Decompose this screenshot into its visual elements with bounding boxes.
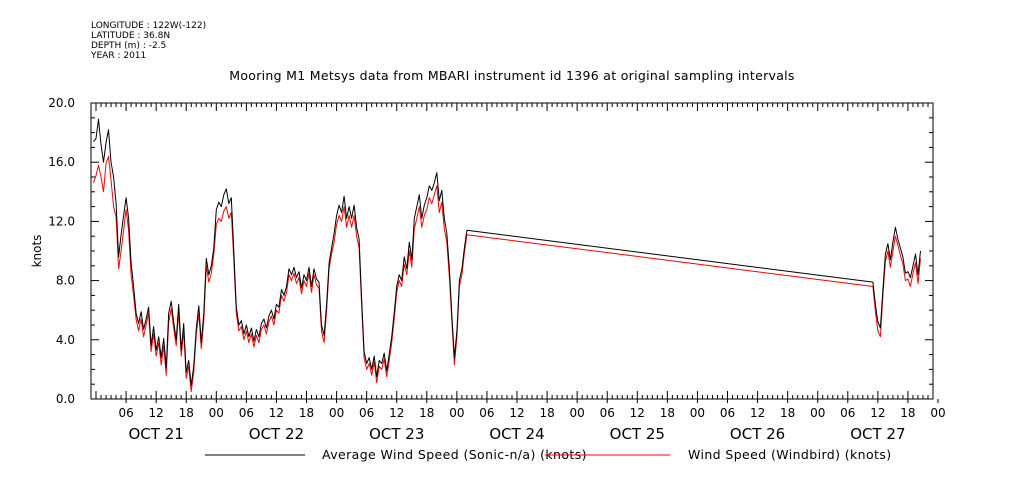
day-label: OCT 21	[128, 425, 183, 443]
legend-label-1: Wind Speed (Windbird) (knots)	[688, 447, 892, 462]
day-label: OCT 26	[730, 425, 785, 443]
x-tick-label: 18	[539, 406, 554, 420]
x-tick-label: 18	[419, 406, 434, 420]
x-tick-label: 12	[750, 406, 765, 420]
depth-label: DEPTH (m) : -2.5	[91, 41, 167, 51]
x-tick-label: 06	[479, 406, 494, 420]
x-tick-label: 00	[570, 406, 585, 420]
legend: Average Wind Speed (Sonic-n/a) (knots) Wi…	[205, 447, 892, 462]
day-label: OCT 22	[249, 425, 304, 443]
series-group	[93, 118, 921, 393]
plot-frame	[90, 102, 934, 400]
longitude-label: LONGITUDE : 122W(-122)	[91, 21, 207, 31]
x-tick-label: 18	[660, 406, 675, 420]
day-label: OCT 27	[850, 425, 905, 443]
day-label: OCT 24	[489, 425, 544, 443]
series-line-1	[93, 155, 921, 393]
x-tick-label: 12	[509, 406, 524, 420]
chart-title: Mooring M1 Metsys data from MBARI instru…	[229, 68, 795, 83]
x-tick-label: 06	[239, 406, 254, 420]
location-metadata: LONGITUDE : 122W(-122) LATITUDE : 36.8N …	[91, 21, 206, 61]
x-tick-label: 00	[930, 406, 945, 420]
x-tick-label: 18	[299, 406, 314, 420]
x-tick-label: 06	[118, 406, 133, 420]
x-tick-label: 00	[209, 406, 224, 420]
x-tick-label: 12	[269, 406, 284, 420]
x-tick-label: 06	[720, 406, 735, 420]
x-tick-label: 12	[389, 406, 404, 420]
x-tick-label: 12	[149, 406, 164, 420]
legend-label-0: Average Wind Speed (Sonic-n/a) (knots)	[322, 447, 587, 462]
x-tick-label: 12	[630, 406, 645, 420]
x-tick-label: 06	[600, 406, 615, 420]
x-tick-label: 18	[780, 406, 795, 420]
x-tick-label: 06	[359, 406, 374, 420]
y-axis: 0.0 4.0 8.0 12.0 16.0 20.0	[48, 96, 933, 406]
y-axis-label: knots	[30, 235, 44, 268]
x-tick-label: 06	[840, 406, 855, 420]
y-tick-label: 4.0	[56, 333, 75, 347]
x-tick-label: 00	[810, 406, 825, 420]
x-tick-label: 00	[690, 406, 705, 420]
y-tick-label: 0.0	[56, 392, 75, 406]
y-tick-label: 20.0	[48, 96, 75, 110]
series-line-0	[93, 118, 921, 387]
y-tick-label: 16.0	[48, 155, 75, 169]
day-label: OCT 23	[369, 425, 424, 443]
y-tick-label: 12.0	[48, 214, 75, 228]
x-tick-label: 18	[179, 406, 194, 420]
day-label: OCT 25	[610, 425, 665, 443]
x-tick-label: 00	[329, 406, 344, 420]
x-tick-label: 00	[449, 406, 464, 420]
x-tick-label: 18	[900, 406, 915, 420]
y-tick-label: 8.0	[56, 274, 75, 288]
x-axis: 06 12 18 00 06 12 18 00 06 12 18 00 06 12 18 00 06 12 18 00…	[90, 103, 946, 443]
latitude-label: LATITUDE : 36.8N	[91, 31, 171, 41]
year-label: YEAR : 2011	[91, 51, 147, 61]
x-tick-label: 12	[870, 406, 885, 420]
